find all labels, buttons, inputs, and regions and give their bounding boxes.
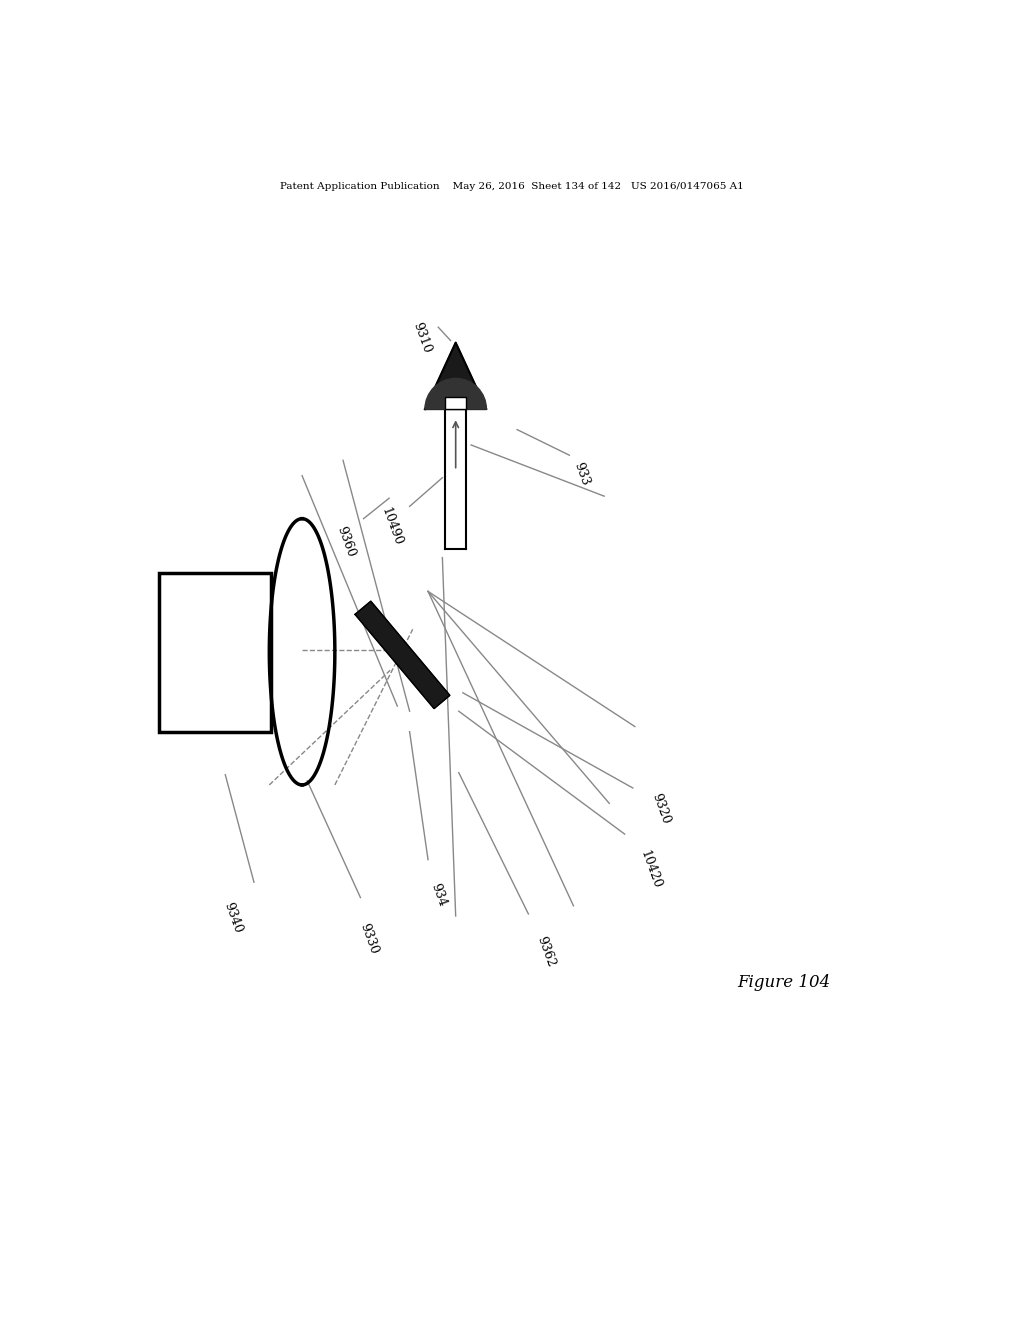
Bar bbox=[159, 573, 271, 731]
Text: 9360: 9360 bbox=[335, 525, 357, 560]
Text: 934: 934 bbox=[428, 882, 449, 909]
Bar bbox=[444, 397, 467, 409]
Text: 9340: 9340 bbox=[222, 900, 245, 936]
Text: 10420: 10420 bbox=[637, 849, 664, 891]
Text: 10490: 10490 bbox=[378, 506, 404, 548]
Text: 9362: 9362 bbox=[535, 935, 557, 969]
Wedge shape bbox=[425, 379, 486, 409]
Text: 933: 933 bbox=[571, 461, 592, 487]
Text: 9320: 9320 bbox=[649, 791, 672, 825]
Text: Patent Application Publication    May 26, 2016  Sheet 134 of 142   US 2016/01470: Patent Application Publication May 26, 2… bbox=[281, 182, 743, 191]
Polygon shape bbox=[355, 601, 450, 709]
Text: Figure 104: Figure 104 bbox=[737, 974, 830, 991]
Text: 9330: 9330 bbox=[357, 921, 380, 956]
Text: 9310: 9310 bbox=[411, 321, 433, 355]
Polygon shape bbox=[425, 343, 486, 409]
